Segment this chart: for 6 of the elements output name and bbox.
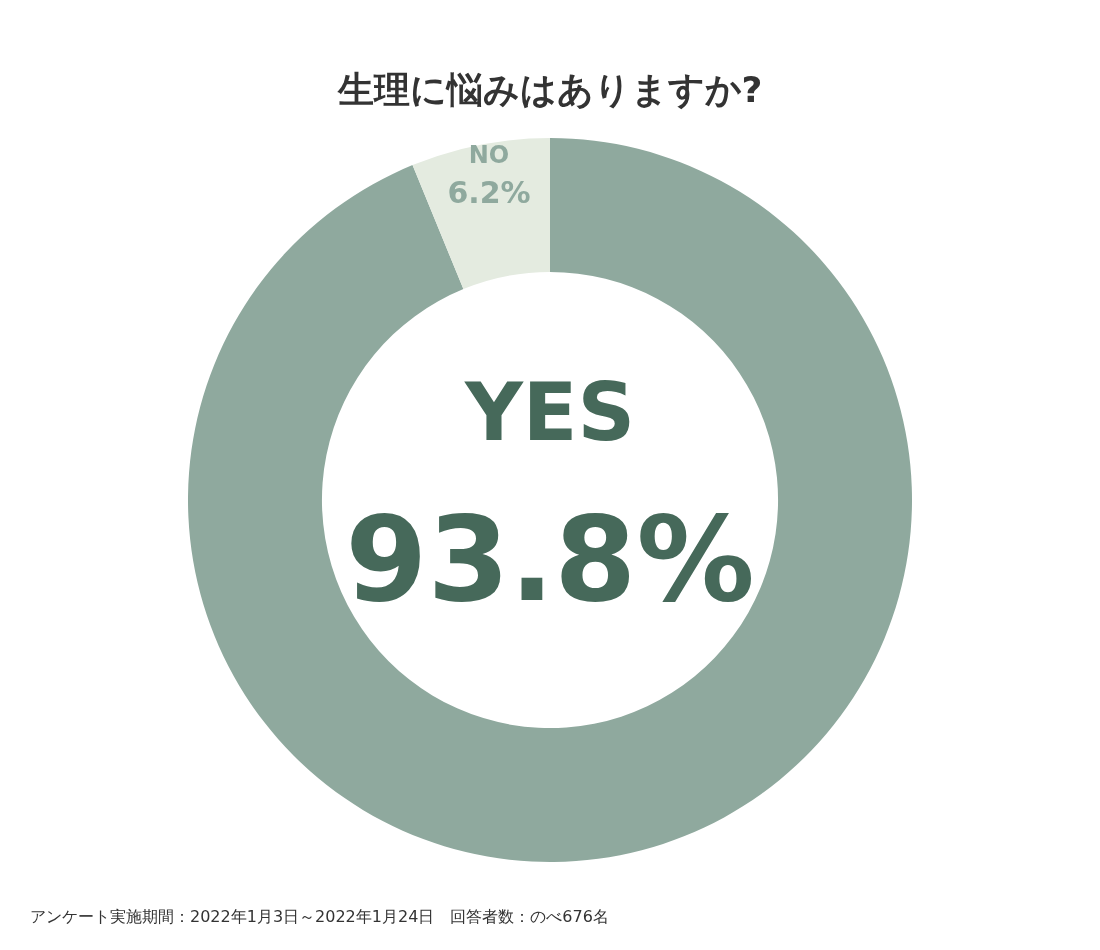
chart-title: 生理に悩みはありますか? [336,69,763,110]
slice-label: YES [463,366,636,459]
data-label: 93.8% [345,490,755,628]
data-label: 6.2% [447,174,531,210]
slice-label: NO [468,140,510,169]
text: アンケート実施期間：2022年1月3日～2022年1月24日 回答者数：のべ676名 [30,907,609,926]
